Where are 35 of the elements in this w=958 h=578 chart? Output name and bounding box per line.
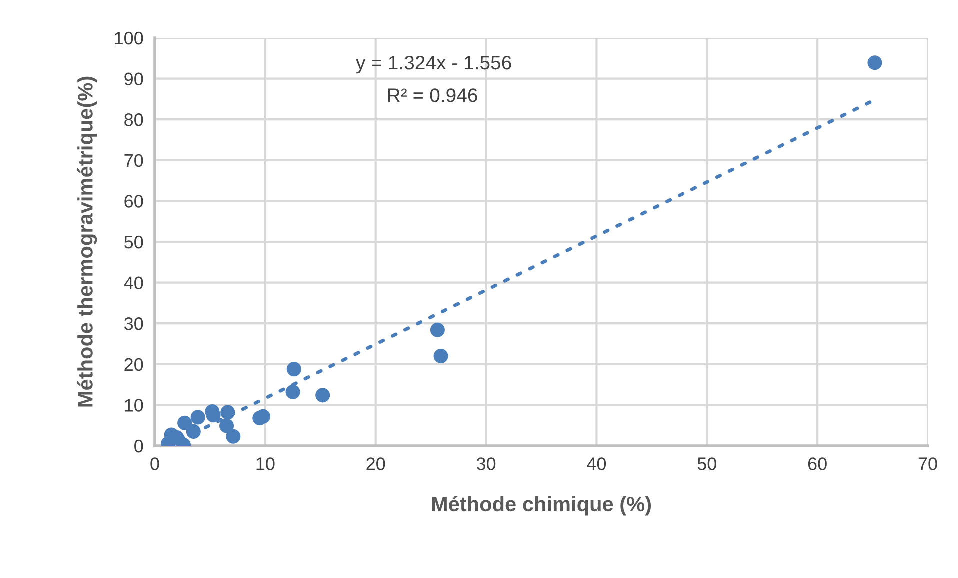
y-axis-title: Méthode thermogravimétrique(%)	[77, 76, 98, 407]
point	[178, 416, 192, 430]
x-tick-label: 10	[256, 458, 275, 470]
point	[186, 424, 201, 440]
y-tick-label: 0	[134, 440, 144, 453]
y-tick-label: 30	[124, 318, 144, 330]
x-tick-label: 40	[587, 458, 606, 470]
point	[220, 405, 236, 420]
point	[286, 384, 300, 400]
y-tick-label: 90	[124, 72, 144, 86]
x-tick-label: 70	[918, 458, 938, 470]
x-tick-label: 60	[808, 458, 827, 470]
point	[219, 418, 234, 434]
x-tick-label: 0	[150, 458, 160, 470]
point	[316, 388, 330, 403]
y-tick-label: 80	[124, 114, 144, 126]
annotation: R² = 0.946	[388, 88, 478, 102]
y-tick-label: 40	[124, 276, 144, 290]
y-tick-label: 10	[125, 399, 144, 412]
annotation: y = 1.324x - 1.556	[356, 56, 512, 74]
point	[226, 429, 241, 444]
x-tick-label: 50	[698, 458, 716, 470]
y-tick-label: 20	[124, 358, 144, 372]
point	[868, 56, 882, 70]
y-tick-label: 70	[124, 154, 144, 168]
point	[430, 322, 445, 338]
y-tick-label: 50	[124, 236, 144, 249]
y-tick-label: 100	[115, 32, 144, 45]
point	[434, 348, 448, 364]
y-tick-label: 60	[124, 195, 144, 208]
point	[286, 362, 302, 377]
x-tick-label: 30	[476, 458, 496, 470]
x-tick-label: 20	[366, 458, 386, 470]
x-axis-title: Méthode chimique (%)	[432, 496, 652, 516]
point	[190, 410, 206, 425]
